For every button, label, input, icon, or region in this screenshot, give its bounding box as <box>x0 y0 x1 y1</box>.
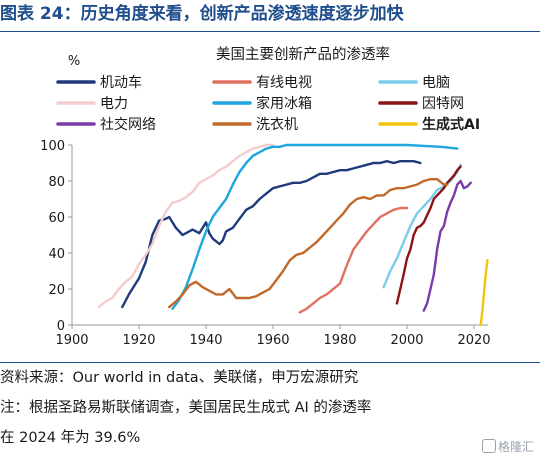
legend-label: 社交网络 <box>100 116 156 133</box>
y-tick-label: 60 <box>48 211 65 226</box>
legend-label: 有线电视 <box>256 75 312 91</box>
legend-label: 家用冰箱 <box>256 95 312 112</box>
series-lines <box>97 143 489 327</box>
legend-label: 电力 <box>100 96 128 112</box>
axes: 0 20 40 60 80 100 1900 1920 1940 1960 1980 2000 2020 <box>40 139 490 348</box>
series-line-9 <box>479 259 489 327</box>
y-tick-label: 20 <box>48 283 65 298</box>
series-line-1 <box>121 160 422 309</box>
legend-label: 机动车 <box>100 74 142 91</box>
watermark-text: 格隆汇 <box>497 440 534 454</box>
series-line-5 <box>171 143 459 310</box>
bottom-rule <box>0 362 540 363</box>
x-tick-label: 2020 <box>457 333 490 348</box>
watermark: 格隆汇 <box>481 438 534 455</box>
chart-title: 美国主要创新产品的渗透率 <box>216 46 390 63</box>
legend-label: 电脑 <box>422 75 450 91</box>
x-tick-label: 1940 <box>189 333 222 348</box>
y-axis-unit-label: % <box>68 54 80 69</box>
figure-title: 图表 24：历史角度来看，创新产品渗透速度逐步加快 <box>0 4 404 24</box>
y-tick-label: 40 <box>48 247 65 262</box>
series-line-8 <box>168 178 449 309</box>
watermark-logo-icon <box>481 439 496 453</box>
legend-label: 因特网 <box>422 96 464 112</box>
series-line-4 <box>97 143 275 309</box>
legend-label: 生成式AI <box>422 116 480 133</box>
footnote-line-2: 在 2024 年为 39.6% <box>0 430 141 446</box>
series-line-6 <box>395 165 462 305</box>
series-line-3 <box>382 163 462 289</box>
x-tick-label: 1960 <box>256 333 289 348</box>
x-tick-label: 1980 <box>323 333 356 348</box>
footnote-line-1: 注：根据圣路易斯联储调查，美国居民生成式 AI 的渗透率 <box>0 400 372 416</box>
y-tick-label: 100 <box>40 139 65 154</box>
series-line-7 <box>422 179 472 312</box>
x-tick-label: 2000 <box>390 333 423 348</box>
y-tick-label: 80 <box>48 175 65 190</box>
y-tick-label: 0 <box>57 319 65 334</box>
series-line-2 <box>298 206 409 314</box>
x-tick-label: 1920 <box>122 333 155 348</box>
legend-label: 洗衣机 <box>256 117 298 133</box>
x-tick-label: 1900 <box>55 333 88 348</box>
title-rule <box>0 31 540 32</box>
source-note: 资料来源：Our world in data、美联储，申万宏源研究 <box>0 370 359 386</box>
